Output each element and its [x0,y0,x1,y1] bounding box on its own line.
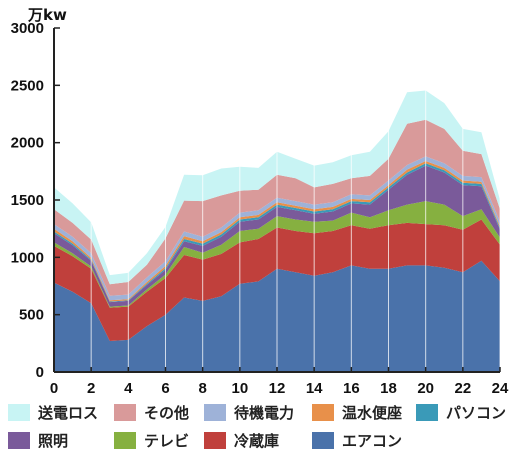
x-tick-label: 6 [161,380,169,397]
legend-item: パソコン [416,402,506,423]
legend-swatch [204,432,226,449]
legend-item: テレビ [114,430,189,451]
legend-item: 冷蔵庫 [204,430,279,451]
legend-swatch [416,404,438,421]
legend-swatch [8,432,30,449]
y-axis-tick-labels: 0 500 1000 1500 2000 2500 3000 [11,20,44,381]
x-tick-label: 0 [50,380,58,397]
x-tick-label: 22 [454,380,471,397]
x-tick-label: 2 [87,380,95,397]
legend-label: その他 [144,404,190,422]
x-tick-label: 12 [269,380,286,397]
legend-label: 待機電力 [234,404,295,422]
legend-swatch [114,404,136,421]
legend-swatch [114,432,136,449]
y-tick-label: 1500 [11,192,44,209]
x-tick-label: 10 [231,380,248,397]
legend-label: テレビ [144,432,190,450]
legend-label: 送電ロス [38,404,99,422]
legend-label: 温水便座 [342,404,403,422]
legend-label: 冷蔵庫 [234,432,280,450]
legend-label: 照明 [38,432,69,450]
x-tick-label: 16 [343,380,360,397]
y-tick-label: 1000 [11,249,44,266]
x-tick-label: 24 [492,380,509,397]
y-tick-label: 0 [36,364,44,381]
legend-label: パソコン [446,404,507,422]
legend-label: エアコン [342,432,403,450]
vertical-gridlines [90,28,501,372]
legend-item: 送電ロス [8,402,98,423]
y-axis-unit-label: 万kw [27,6,67,24]
legend-swatch [204,404,226,421]
axes [53,27,501,373]
y-tick-label: 2000 [11,135,44,152]
x-tick-label: 4 [124,380,133,397]
x-tick-label: 20 [417,380,434,397]
legend-item: 待機電力 [204,402,294,423]
legend-item: エアコン [312,430,402,451]
y-tick-label: 500 [19,307,44,324]
x-tick-label: 8 [198,380,206,397]
legend-swatch [312,432,334,449]
x-axis-tick-labels: 0 2 4 6 8 10 12 14 16 18 20 22 24 [50,380,509,397]
y-tick-label: 3000 [11,20,44,37]
y-tick-label: 2500 [11,77,44,94]
legend-item: 温水便座 [312,402,402,423]
legend-item: 照明 [8,430,68,451]
legend-swatch [8,404,30,421]
legend-item: その他 [114,402,189,423]
x-tick-label: 18 [380,380,397,397]
x-tick-label: 14 [306,380,323,397]
legend-swatch [312,404,334,421]
